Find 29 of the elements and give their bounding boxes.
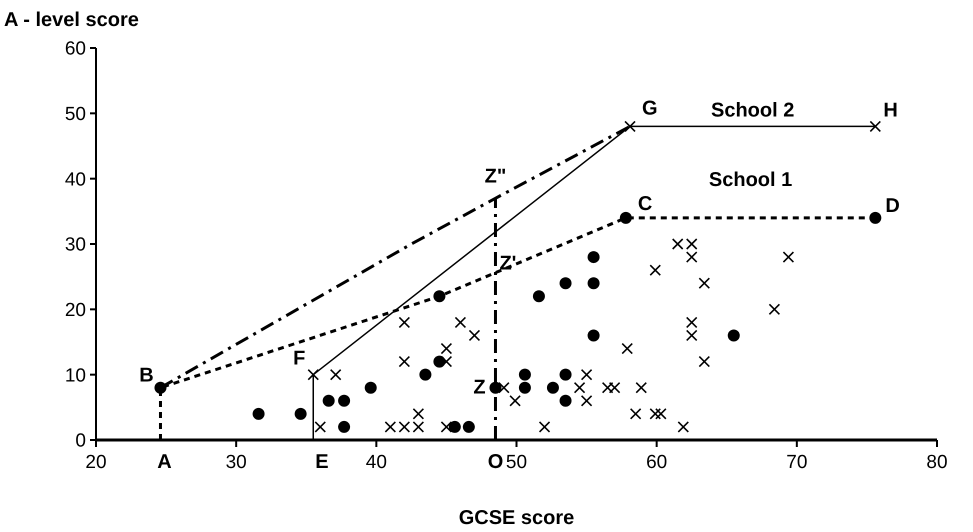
annotation: D bbox=[885, 194, 900, 217]
x-tick-label: 40 bbox=[366, 452, 387, 473]
y-tick-label: 50 bbox=[64, 104, 86, 125]
annotation: Z" bbox=[484, 165, 506, 188]
annotation: O bbox=[488, 451, 504, 473]
annotation: Z bbox=[473, 376, 486, 399]
x-tick-label: 70 bbox=[786, 452, 808, 473]
x-tick-label: 20 bbox=[85, 452, 107, 473]
y-tick-label: 20 bbox=[64, 300, 86, 321]
annotation: G bbox=[642, 97, 658, 120]
series-label: School 2 bbox=[711, 99, 794, 122]
x-axis-title: GCSE score bbox=[458, 507, 574, 529]
annotation: H bbox=[883, 99, 898, 122]
y-axis-title: A - level score bbox=[4, 9, 139, 31]
y-tick-label: 0 bbox=[75, 430, 86, 452]
x-tick-label: 30 bbox=[226, 452, 247, 473]
y-tick-label: 10 bbox=[64, 365, 86, 386]
y-tick-label: 60 bbox=[64, 38, 86, 60]
annotation: E bbox=[315, 451, 329, 473]
annotation: F bbox=[293, 348, 306, 370]
y-tick-label: 30 bbox=[64, 234, 86, 256]
x-tick-label: 80 bbox=[926, 452, 948, 473]
annotation: C bbox=[638, 192, 652, 215]
x-tick-label: 50 bbox=[506, 452, 528, 473]
series-label: School 1 bbox=[708, 168, 792, 191]
annotation: B bbox=[139, 364, 154, 387]
annotation: A bbox=[157, 451, 172, 473]
x-tick-label: 60 bbox=[646, 452, 668, 473]
y-tick-label: 40 bbox=[64, 169, 86, 190]
